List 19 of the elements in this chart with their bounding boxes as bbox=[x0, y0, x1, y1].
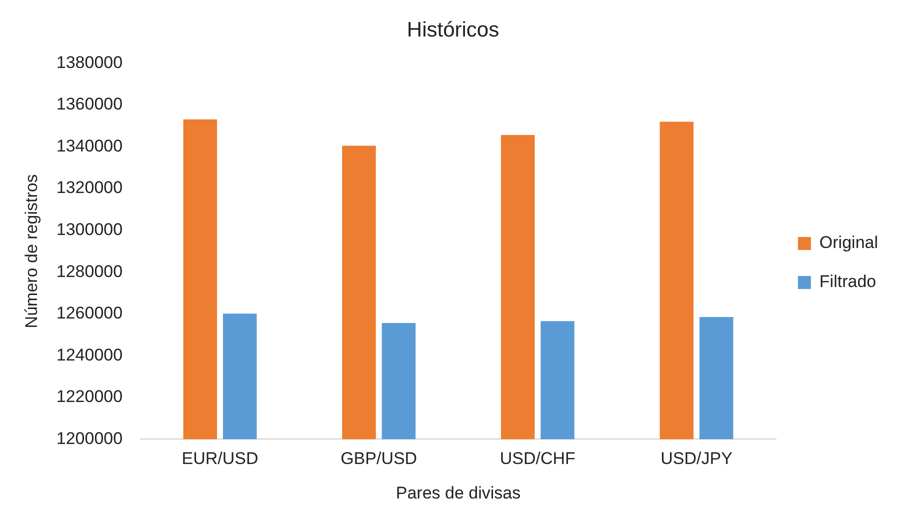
x-axis-title: Pares de divisas bbox=[396, 483, 521, 502]
y-tick-label: 1320000 bbox=[56, 178, 123, 198]
y-tick-label: 1300000 bbox=[56, 220, 123, 239]
y-tick-label: 1360000 bbox=[56, 94, 123, 114]
x-tick-label: EUR/USD bbox=[182, 449, 258, 468]
y-axis-title: Número de registros bbox=[22, 174, 41, 328]
y-tick-label: 1280000 bbox=[56, 262, 123, 281]
legend-label: Original bbox=[819, 233, 878, 252]
y-tick-label: 1340000 bbox=[56, 136, 123, 156]
x-tick-label: GBP/USD bbox=[340, 449, 418, 468]
chart-title: Históricos bbox=[406, 18, 500, 42]
y-tick-label: 1220000 bbox=[56, 387, 123, 406]
legend-label: Filtrado bbox=[819, 272, 876, 292]
x-tick-label: USD/CHF bbox=[500, 449, 576, 468]
y-tick-label: 1380000 bbox=[56, 52, 123, 72]
y-tick-label: 1240000 bbox=[56, 345, 123, 364]
x-tick-label: USD/JPY bbox=[660, 449, 732, 468]
y-tick-label: 1260000 bbox=[56, 304, 123, 323]
y-tick-label: 1200000 bbox=[56, 428, 123, 448]
